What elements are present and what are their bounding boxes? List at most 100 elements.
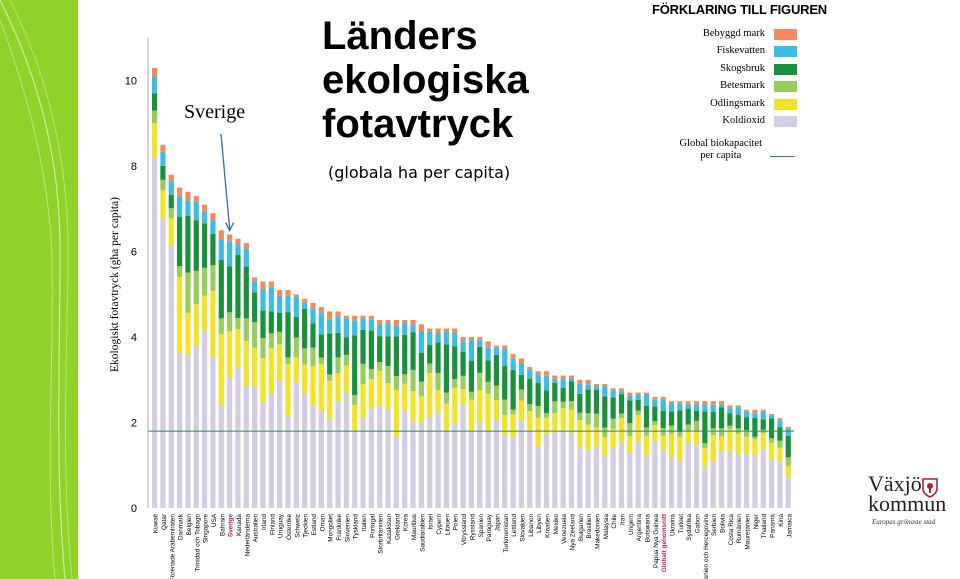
bar-segment <box>385 336 391 366</box>
bar-segment <box>435 372 441 391</box>
bar-segment <box>743 417 750 431</box>
legend-item: Betesmark <box>650 79 800 96</box>
bar-segment <box>360 384 366 418</box>
x-tick-label: Singapore <box>203 514 210 544</box>
bar-segment <box>352 404 358 431</box>
bar-segment <box>243 318 249 342</box>
bar-segment <box>718 401 725 405</box>
bar-segment <box>368 379 374 409</box>
bar-segment <box>485 360 491 382</box>
bar-segment <box>610 447 616 508</box>
bar-stack <box>418 324 424 508</box>
x-tick-label: Tyskland <box>353 514 360 540</box>
bar-segment <box>735 407 741 415</box>
legend-item: Odlingsmark <box>650 97 800 114</box>
logo-name-2: kommun <box>868 491 947 516</box>
bar-stack <box>310 302 316 508</box>
bar-segment <box>160 144 166 152</box>
bar-segment <box>643 392 650 395</box>
bar-segment <box>552 379 558 384</box>
bar-segment <box>435 412 441 508</box>
bar-segment <box>577 379 583 384</box>
bar-segment <box>285 290 291 296</box>
bar-segment <box>510 409 516 415</box>
bar-segment <box>418 324 424 332</box>
bar-stack <box>718 401 725 508</box>
legend-item-swatch <box>774 81 797 93</box>
bar-segment <box>527 378 533 405</box>
bar-stack <box>202 204 208 508</box>
bar-segment <box>310 308 316 324</box>
bar-segment <box>710 404 716 412</box>
bar-segment <box>610 388 616 391</box>
bar-segment <box>418 331 424 353</box>
bar-segment <box>227 312 233 332</box>
bar-segment <box>168 208 174 219</box>
bar-segment <box>435 328 441 334</box>
legend-capacity-label-line-1: Global biokapacitet <box>679 138 762 149</box>
x-tick-label: Malaysia <box>603 514 610 540</box>
x-tick-label: Cypern <box>436 514 443 535</box>
bar-stack <box>652 396 658 508</box>
bar-segment <box>685 431 691 443</box>
bar-segment <box>193 304 199 347</box>
bar-segment <box>227 331 233 378</box>
bar-segment <box>768 415 775 419</box>
bar-segment <box>735 405 741 408</box>
bar-segment <box>377 336 383 363</box>
legend-item: Koldioxid <box>650 114 800 131</box>
bar-stack <box>560 375 566 508</box>
bar-segment <box>768 438 775 443</box>
bar-segment <box>177 276 183 353</box>
bar-segment <box>435 342 441 373</box>
x-tick-label: Panama <box>770 514 777 538</box>
bar-segment <box>452 328 458 334</box>
bar-stack <box>160 144 166 508</box>
legend-capacity-label: Global biokapacitet per capita <box>679 138 762 162</box>
x-tick-label: Mauritius <box>411 514 418 540</box>
title-line-2: ekologiska <box>322 58 529 102</box>
x-tick-label: Danmark <box>178 513 185 540</box>
x-tick-label: Costa Rica <box>728 514 735 546</box>
bar-segment <box>460 389 466 405</box>
bar-segment <box>635 415 641 443</box>
bar-segment <box>252 386 258 508</box>
bar-stack <box>743 409 750 508</box>
x-tick-label: Turkmenistan <box>503 514 510 553</box>
bar-segment <box>243 266 249 319</box>
bar-segment <box>718 404 725 408</box>
x-tick-label: Bosnien och Hercegovina <box>703 514 710 579</box>
y-tick-label: 10 <box>125 76 137 88</box>
bar-segment <box>743 452 750 508</box>
bar-segment <box>643 456 650 508</box>
bar-segment <box>543 371 550 376</box>
bar-segment <box>743 411 750 418</box>
bar-segment <box>702 404 708 412</box>
bar-segment <box>677 460 683 508</box>
bar-segment <box>235 367 241 508</box>
bar-segment <box>185 272 191 313</box>
bar-stack <box>527 367 533 508</box>
bar-segment <box>727 405 733 409</box>
bar-segment <box>660 399 666 411</box>
bar-stack <box>427 328 433 508</box>
bar-segment <box>477 390 483 423</box>
bar-segment <box>177 352 183 508</box>
bar-segment <box>768 418 775 439</box>
bar-segment <box>435 390 441 413</box>
title-line-3: fotavtryck <box>322 102 514 146</box>
bar-stack <box>502 345 508 508</box>
legend: FÖRKLARING TILL FIGUREN Bebyggd mark Fisk… <box>650 2 827 161</box>
logo-tagline: Europas grönaste stad <box>872 518 936 526</box>
bar-segment <box>468 361 474 392</box>
bar-segment <box>402 410 408 508</box>
bar-stack <box>435 328 441 508</box>
bar-segment <box>593 427 600 448</box>
bar-stack <box>493 345 500 508</box>
x-tick-label: Kanada <box>236 514 243 536</box>
bar-segment <box>177 266 183 277</box>
bar-segment <box>785 457 791 467</box>
bar-segment <box>702 411 708 444</box>
legend-item-label: Fiskevatten <box>716 45 765 57</box>
x-tick-label: Makedonien <box>594 514 601 549</box>
